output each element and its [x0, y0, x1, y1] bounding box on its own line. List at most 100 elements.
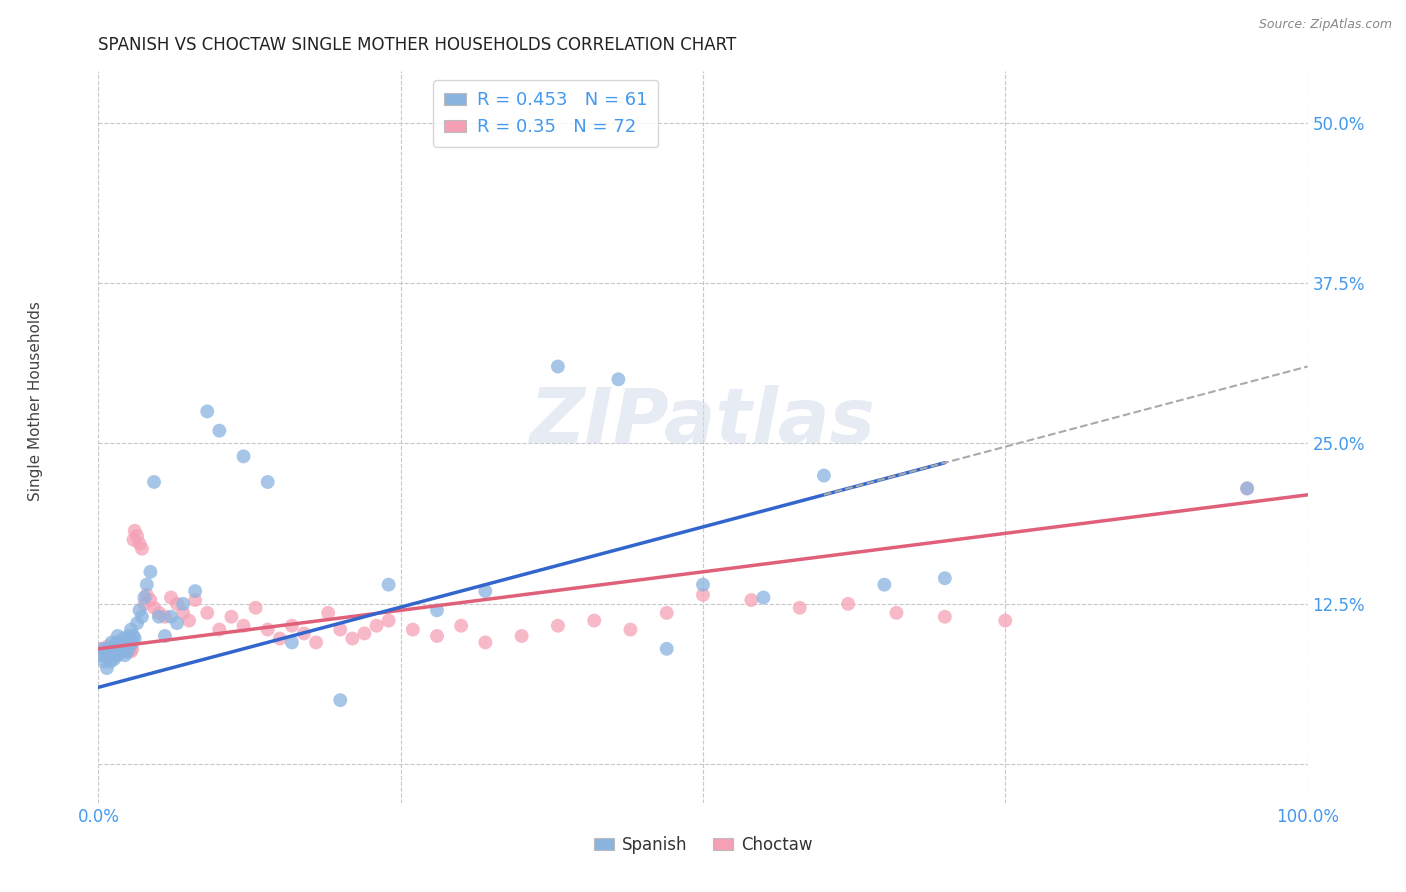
- Point: [366, 618, 388, 632]
- Point: [873, 577, 896, 591]
- Point: [139, 565, 162, 579]
- Point: [208, 424, 231, 438]
- Point: [789, 600, 811, 615]
- Point: [131, 541, 153, 556]
- Point: [510, 629, 533, 643]
- Point: [118, 635, 141, 649]
- Point: [127, 529, 149, 543]
- Point: [100, 644, 122, 658]
- Point: [128, 603, 150, 617]
- Point: [837, 597, 859, 611]
- Point: [1236, 482, 1258, 496]
- Point: [221, 609, 243, 624]
- Point: [813, 468, 835, 483]
- Point: [172, 606, 194, 620]
- Text: SPANISH VS CHOCTAW SINGLE MOTHER HOUSEHOLDS CORRELATION CHART: SPANISH VS CHOCTAW SINGLE MOTHER HOUSEHO…: [98, 36, 737, 54]
- Point: [135, 577, 157, 591]
- Point: [96, 661, 118, 675]
- Point: [118, 629, 141, 643]
- Point: [256, 623, 278, 637]
- Point: [90, 641, 112, 656]
- Point: [115, 641, 138, 656]
- Point: [117, 644, 139, 658]
- Point: [583, 614, 606, 628]
- Point: [118, 639, 141, 653]
- Point: [103, 639, 125, 653]
- Point: [121, 641, 143, 656]
- Point: [120, 644, 142, 658]
- Point: [110, 644, 132, 658]
- Point: [474, 635, 496, 649]
- Point: [143, 475, 166, 489]
- Point: [153, 609, 176, 624]
- Point: [127, 616, 149, 631]
- Point: [886, 606, 908, 620]
- Point: [245, 600, 267, 615]
- Point: [134, 597, 156, 611]
- Point: [111, 639, 134, 653]
- Point: [107, 629, 129, 643]
- Point: [177, 614, 201, 628]
- Point: [120, 623, 142, 637]
- Point: [740, 593, 762, 607]
- Point: [329, 623, 352, 637]
- Point: [139, 593, 162, 607]
- Point: [692, 577, 714, 591]
- Point: [91, 641, 114, 656]
- Point: [101, 644, 124, 658]
- Point: [184, 593, 207, 607]
- Point: [115, 635, 138, 649]
- Point: [107, 648, 129, 663]
- Point: [134, 591, 156, 605]
- Point: [105, 641, 128, 656]
- Point: [114, 635, 136, 649]
- Point: [619, 623, 641, 637]
- Point: [160, 609, 183, 624]
- Point: [148, 606, 170, 620]
- Point: [342, 632, 364, 646]
- Point: [108, 635, 131, 649]
- Point: [148, 609, 170, 624]
- Point: [426, 629, 449, 643]
- Point: [377, 577, 399, 591]
- Point: [934, 609, 956, 624]
- Point: [94, 648, 117, 663]
- Point: [124, 524, 146, 538]
- Point: [98, 648, 121, 663]
- Point: [97, 641, 120, 656]
- Point: [232, 450, 254, 464]
- Point: [117, 644, 139, 658]
- Point: [160, 591, 183, 605]
- Point: [547, 359, 569, 374]
- Point: [166, 616, 188, 631]
- Point: [292, 626, 315, 640]
- Point: [994, 614, 1017, 628]
- Point: [112, 632, 135, 646]
- Point: [692, 588, 714, 602]
- Point: [124, 632, 146, 646]
- Point: [208, 623, 231, 637]
- Point: [166, 597, 188, 611]
- Point: [104, 648, 127, 663]
- Point: [110, 641, 132, 656]
- Point: [101, 641, 124, 656]
- Point: [655, 641, 678, 656]
- Point: [103, 652, 125, 666]
- Point: [172, 597, 194, 611]
- Point: [108, 635, 131, 649]
- Point: [607, 372, 630, 386]
- Point: [655, 606, 678, 620]
- Point: [316, 606, 339, 620]
- Text: Source: ZipAtlas.com: Source: ZipAtlas.com: [1258, 18, 1392, 31]
- Point: [103, 644, 125, 658]
- Point: [118, 639, 141, 653]
- Point: [131, 609, 153, 624]
- Point: [256, 475, 278, 489]
- Point: [426, 603, 449, 617]
- Point: [329, 693, 352, 707]
- Point: [281, 618, 304, 632]
- Point: [94, 648, 117, 663]
- Point: [450, 618, 472, 632]
- Point: [111, 644, 134, 658]
- Point: [108, 641, 131, 656]
